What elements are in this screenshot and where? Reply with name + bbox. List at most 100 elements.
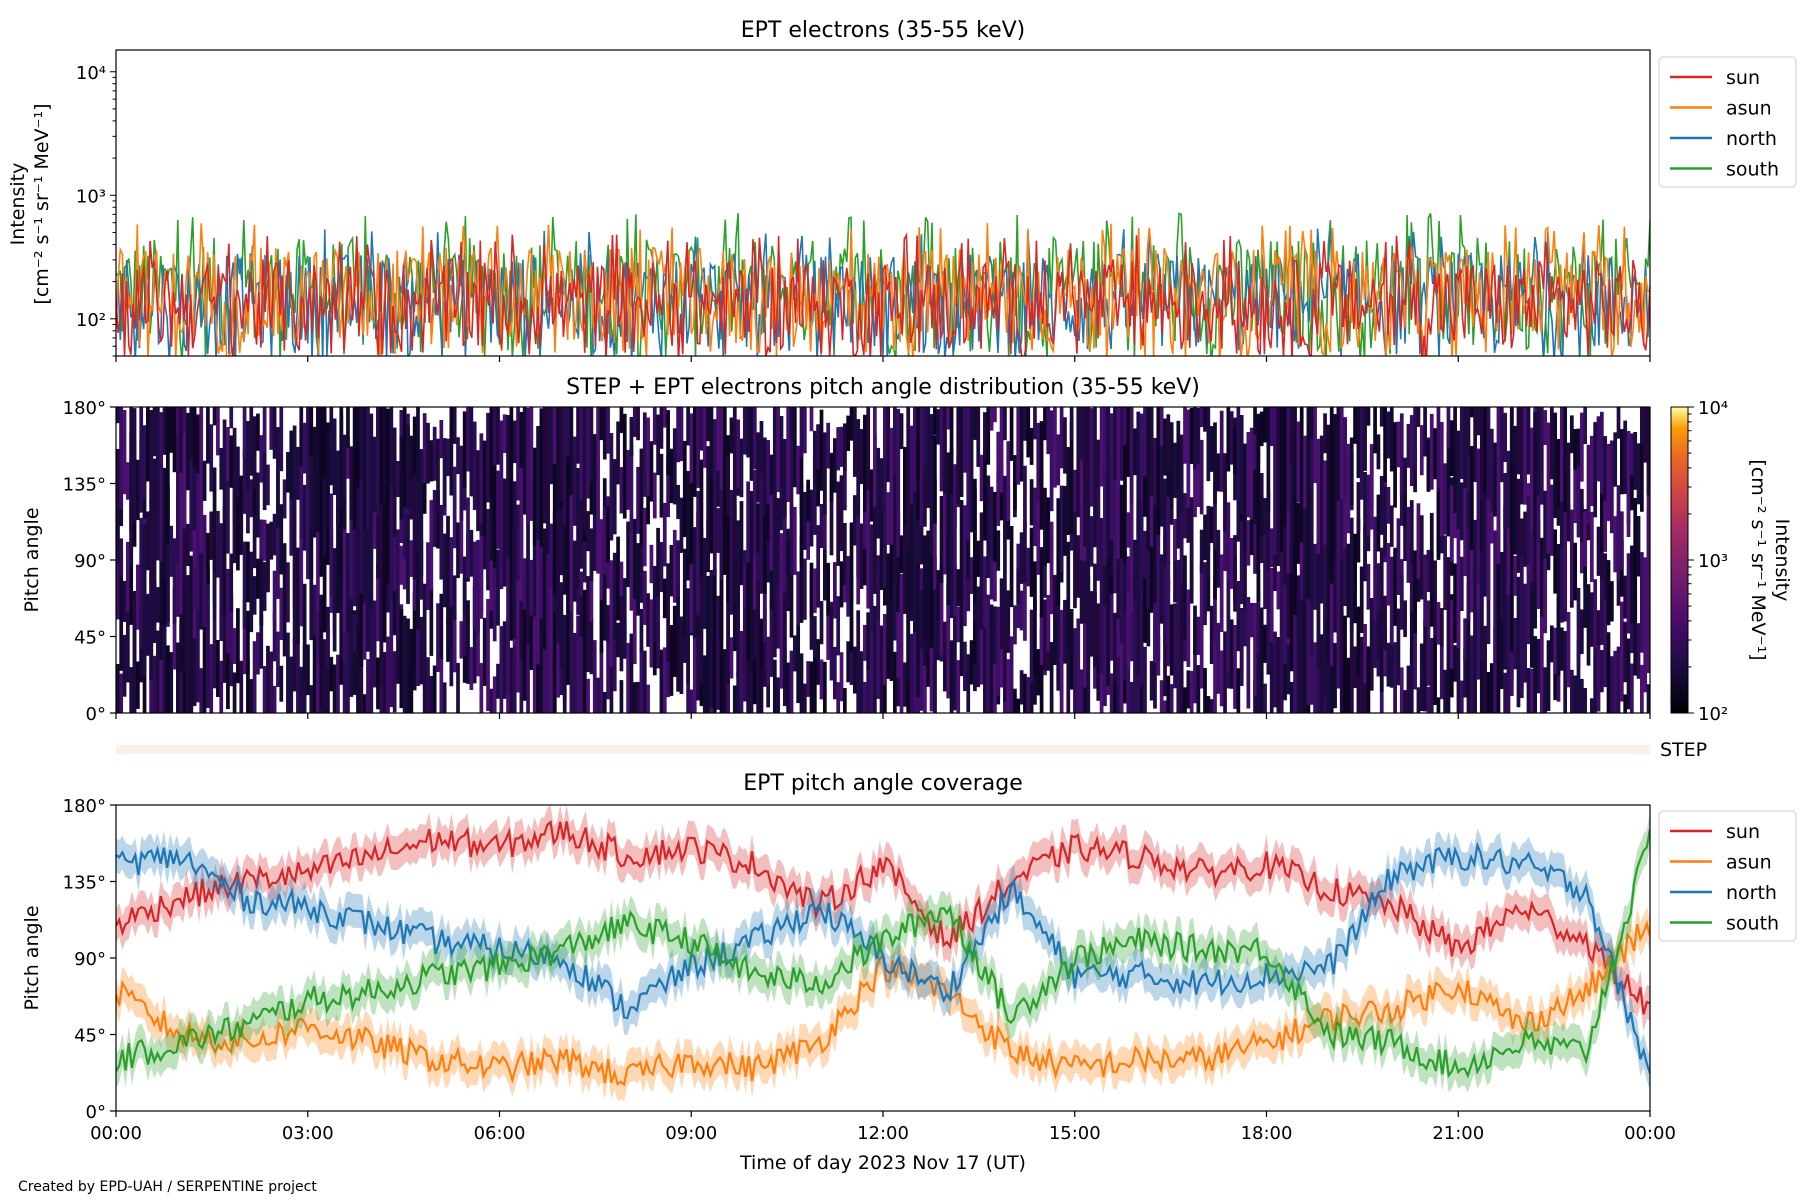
heatmap-cell bbox=[812, 616, 817, 658]
heatmap-cell bbox=[689, 689, 694, 713]
heatmap-cell bbox=[1573, 429, 1578, 470]
heatmap-cell bbox=[319, 447, 324, 561]
heatmap-cell bbox=[1553, 627, 1558, 675]
heatmap-cell bbox=[316, 407, 320, 504]
series-line-south bbox=[116, 829, 1650, 1079]
heatmap-cell bbox=[282, 543, 287, 618]
heatmap-cell bbox=[899, 573, 904, 713]
heatmap-cell bbox=[816, 425, 821, 470]
heatmap-cell bbox=[1019, 670, 1024, 705]
x-tick-label: 21:00 bbox=[1432, 1123, 1484, 1144]
heatmap-cell bbox=[826, 422, 831, 469]
heatmap-cell bbox=[512, 605, 517, 713]
heatmap-cell bbox=[652, 407, 657, 445]
heatmap-cell bbox=[262, 666, 267, 713]
heatmap-cell bbox=[146, 593, 150, 656]
heatmap-cell bbox=[1059, 609, 1064, 713]
heatmap-cell bbox=[1523, 583, 1528, 683]
heatmap-cell bbox=[419, 449, 424, 491]
heatmap-cell bbox=[1389, 627, 1394, 688]
heatmap-cell bbox=[1436, 697, 1441, 713]
heatmap-cell bbox=[1463, 407, 1467, 488]
heatmap-cell bbox=[1389, 407, 1394, 472]
heatmap-cell bbox=[1519, 518, 1524, 556]
heatmap-cell bbox=[1643, 640, 1648, 693]
heatmap-cell bbox=[299, 429, 304, 539]
heatmap-cell bbox=[576, 468, 580, 511]
heatmap-cell bbox=[1529, 487, 1534, 583]
heatmap-cell bbox=[266, 645, 270, 713]
heatmap-cell bbox=[566, 407, 570, 457]
heatmap-cell bbox=[1523, 407, 1528, 505]
heatmap-cell bbox=[302, 422, 307, 474]
heatmap-cell bbox=[186, 575, 190, 713]
heatmap-cell bbox=[1389, 556, 1394, 645]
heatmap-cell bbox=[136, 661, 140, 709]
heatmap-cell bbox=[1143, 530, 1147, 579]
heatmap-cell bbox=[426, 542, 430, 610]
heatmap-cell bbox=[309, 538, 314, 641]
heatmap-cell bbox=[749, 407, 754, 481]
heatmap-cell bbox=[1343, 543, 1347, 606]
heatmap-cell bbox=[809, 489, 814, 547]
heatmap-cell bbox=[752, 507, 757, 610]
heatmap-cell bbox=[1173, 527, 1177, 603]
heatmap-cell bbox=[492, 553, 497, 642]
heatmap-cell bbox=[1223, 631, 1227, 713]
heatmap-cell bbox=[449, 582, 454, 648]
heatmap-cell bbox=[562, 475, 567, 595]
heatmap-cell bbox=[616, 622, 620, 658]
heatmap-cell bbox=[829, 601, 834, 681]
heatmap-cell bbox=[612, 552, 617, 640]
heatmap-cell bbox=[336, 654, 340, 713]
heatmap-cell bbox=[1343, 417, 1347, 503]
heatmap-cell bbox=[966, 654, 971, 712]
y-tick-label: 0° bbox=[86, 1102, 106, 1123]
heatmap-cell bbox=[1489, 492, 1494, 544]
heatmap-cell bbox=[1293, 407, 1297, 498]
heatmap-cell bbox=[1113, 670, 1117, 713]
heatmap-cell bbox=[1219, 410, 1224, 492]
heatmap-cell bbox=[236, 494, 240, 571]
heatmap-cell bbox=[1496, 643, 1501, 713]
heatmap-cell bbox=[1166, 675, 1171, 713]
heatmap-cell bbox=[886, 407, 891, 483]
heatmap-cell bbox=[722, 407, 727, 530]
heatmap-cell bbox=[1503, 506, 1507, 670]
heatmap-cell bbox=[412, 416, 417, 474]
heatmap-cell bbox=[1303, 468, 1307, 573]
heatmap-cell bbox=[1483, 407, 1487, 494]
heatmap-cell bbox=[1413, 447, 1417, 493]
heatmap-cell bbox=[389, 407, 394, 486]
heatmap-cell bbox=[369, 413, 374, 541]
heatmap-cell bbox=[1269, 567, 1274, 642]
heatmap-cell bbox=[849, 577, 854, 652]
heatmap-cell bbox=[1033, 561, 1037, 611]
heatmap-cell bbox=[802, 683, 807, 713]
heatmap-cell bbox=[943, 630, 947, 692]
y-tick-label: 45° bbox=[74, 628, 106, 649]
heatmap-cell bbox=[1399, 667, 1404, 713]
heatmap-cell bbox=[359, 590, 364, 667]
heatmap-cell bbox=[202, 460, 207, 501]
heatmap-cell bbox=[903, 662, 907, 707]
heatmap-cell bbox=[1249, 427, 1254, 520]
heatmap-cell bbox=[1189, 670, 1194, 713]
heatmap-cell bbox=[626, 642, 630, 713]
heatmap-cell bbox=[412, 594, 417, 666]
heatmap-cell bbox=[1636, 623, 1641, 679]
heatmap-cell bbox=[1256, 413, 1261, 464]
heatmap-cell bbox=[1323, 487, 1327, 620]
heatmap-cell bbox=[946, 452, 951, 574]
heatmap-cell bbox=[906, 507, 911, 683]
heatmap-cell bbox=[889, 538, 894, 681]
heatmap-cell bbox=[1533, 412, 1538, 539]
heatmap-cell bbox=[1553, 529, 1558, 594]
y-tick-label: 45° bbox=[74, 1026, 106, 1047]
heatmap-cell bbox=[1076, 535, 1081, 598]
heatmap-cell bbox=[169, 407, 174, 453]
heatmap-cell bbox=[1213, 634, 1217, 713]
heatmap-cell bbox=[1596, 610, 1601, 646]
heatmap-cell bbox=[446, 515, 450, 573]
heatmap-cell bbox=[1633, 432, 1638, 490]
